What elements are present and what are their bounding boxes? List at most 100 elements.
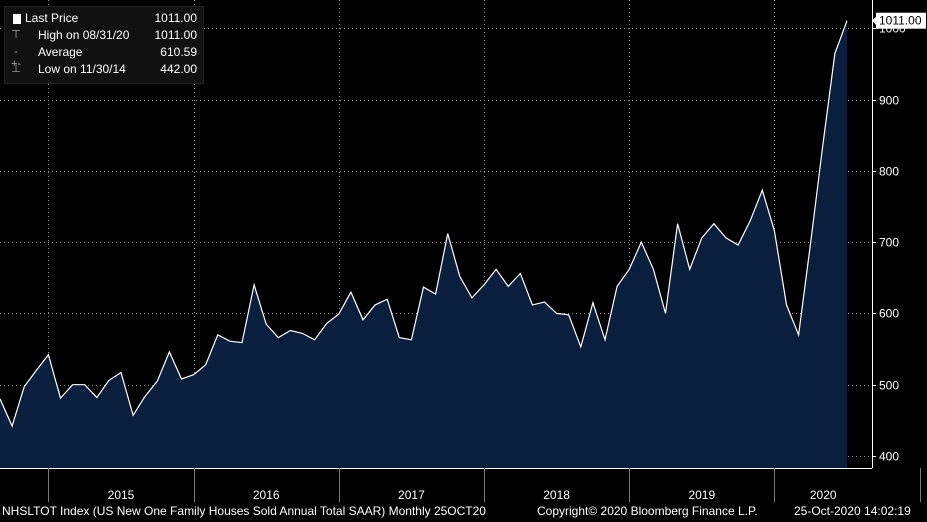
data-point bbox=[737, 244, 739, 246]
copyright: Copyright© 2020 Bloomberg Finance L.P. bbox=[537, 504, 758, 518]
data-point bbox=[181, 378, 183, 380]
legend-value: 1011.00 bbox=[154, 11, 198, 25]
data-point bbox=[374, 304, 376, 306]
data-point bbox=[84, 384, 86, 386]
data-point bbox=[205, 364, 207, 366]
data-point bbox=[132, 414, 134, 416]
data-point bbox=[713, 223, 715, 225]
data-point bbox=[761, 189, 763, 191]
data-point bbox=[773, 230, 775, 232]
data-point bbox=[592, 302, 594, 304]
timestamp: 25-Oct-2020 14:02:19 bbox=[794, 504, 911, 518]
data-point bbox=[314, 339, 316, 341]
high-marker-icon: ⊤ bbox=[11, 29, 21, 41]
data-point bbox=[241, 342, 243, 344]
data-point bbox=[423, 286, 425, 288]
data-point bbox=[507, 285, 509, 287]
data-point bbox=[786, 304, 788, 306]
data-point bbox=[229, 340, 231, 342]
data-point bbox=[435, 293, 437, 295]
data-point bbox=[60, 397, 62, 399]
data-point bbox=[749, 220, 751, 222]
y-tick-label: 600 bbox=[879, 307, 899, 321]
legend-label: Low on 11/30/14 bbox=[38, 62, 126, 76]
data-point bbox=[23, 386, 25, 388]
data-point bbox=[495, 268, 497, 270]
average-marker-icon: -+- bbox=[11, 46, 22, 70]
series-line bbox=[0, 20, 848, 428]
data-point bbox=[47, 354, 49, 356]
legend-item-low[interactable]: ⊥ Low on 11/30/14 442.00 bbox=[5, 62, 203, 78]
legend-value: 610.59 bbox=[160, 45, 197, 59]
legend-item-last-price[interactable]: Last Price 1011.00 bbox=[5, 11, 203, 27]
data-point bbox=[156, 380, 158, 382]
square-icon bbox=[13, 14, 21, 24]
legend-item-high[interactable]: ⊤ High on 08/31/20 1011.00 bbox=[5, 28, 203, 44]
x-tick-label: 2019 bbox=[688, 488, 715, 502]
footer: NHSLTOT Index (US New One Family Houses … bbox=[0, 504, 927, 522]
data-point bbox=[846, 20, 848, 22]
legend: Last Price 1011.00 ⊤ High on 08/31/20 10… bbox=[4, 6, 204, 84]
data-point bbox=[544, 301, 546, 303]
data-point bbox=[556, 312, 558, 314]
data-point bbox=[459, 275, 461, 277]
data-point bbox=[72, 384, 74, 386]
legend-value: 442.00 bbox=[160, 62, 197, 76]
data-point bbox=[483, 284, 485, 286]
data-point bbox=[144, 395, 146, 397]
data-point bbox=[338, 313, 340, 315]
y-axis-ticks: 4005006007008009001000 bbox=[872, 22, 906, 464]
series-area bbox=[0, 20, 847, 468]
x-tick-label: 2017 bbox=[398, 488, 425, 502]
data-point bbox=[398, 337, 400, 339]
data-point bbox=[580, 346, 582, 348]
y-tick-label: 700 bbox=[879, 236, 899, 250]
x-tick-label: 2016 bbox=[253, 488, 280, 502]
data-point bbox=[665, 312, 667, 314]
data-point bbox=[689, 268, 691, 270]
data-point bbox=[640, 241, 642, 243]
data-point bbox=[168, 351, 170, 353]
last-price-label: 1011.00 bbox=[879, 14, 922, 28]
data-point bbox=[834, 52, 836, 54]
data-point bbox=[302, 332, 304, 334]
ticker-description: NHSLTOT Index (US New One Family Houses … bbox=[2, 504, 486, 518]
data-point bbox=[350, 291, 352, 293]
legend-item-average[interactable]: -+- Average 610.59 bbox=[5, 45, 203, 70]
y-tick-label: 400 bbox=[879, 450, 899, 464]
legend-value: 1011.00 bbox=[154, 28, 198, 42]
last-price-box bbox=[876, 12, 926, 29]
data-point bbox=[35, 369, 37, 371]
legend-label: Last Price bbox=[25, 11, 79, 25]
data-point bbox=[701, 237, 703, 239]
x-tick-label: 2015 bbox=[108, 488, 135, 502]
data-point bbox=[289, 330, 291, 332]
data-point bbox=[11, 425, 13, 427]
data-point bbox=[725, 237, 727, 239]
x-tick-label: 2020 bbox=[810, 488, 837, 502]
data-point bbox=[652, 268, 654, 270]
data-point bbox=[108, 379, 110, 381]
last-price-pointer bbox=[872, 16, 876, 25]
data-point bbox=[362, 319, 364, 321]
data-point bbox=[193, 374, 195, 376]
data-point bbox=[265, 323, 267, 325]
y-tick-label: 900 bbox=[879, 94, 899, 108]
x-tick-label: 2018 bbox=[543, 488, 570, 502]
data-point bbox=[277, 337, 279, 339]
y-tick-label: 800 bbox=[879, 165, 899, 179]
data-point bbox=[568, 314, 570, 316]
y-tick-label: 500 bbox=[879, 379, 899, 393]
data-point bbox=[447, 233, 449, 235]
legend-label: High on 08/31/20 bbox=[38, 28, 130, 42]
data-point bbox=[96, 397, 98, 399]
legend-label: Average bbox=[38, 45, 83, 59]
data-point bbox=[410, 339, 412, 341]
data-point bbox=[253, 284, 255, 286]
x-axis-ticks: 2015 2016 2017 2018 2019 2020 bbox=[48, 468, 921, 502]
data-point bbox=[822, 144, 824, 146]
last-price-marker: 1011.00 bbox=[872, 12, 926, 29]
data-point bbox=[519, 273, 521, 275]
data-point bbox=[810, 241, 812, 243]
